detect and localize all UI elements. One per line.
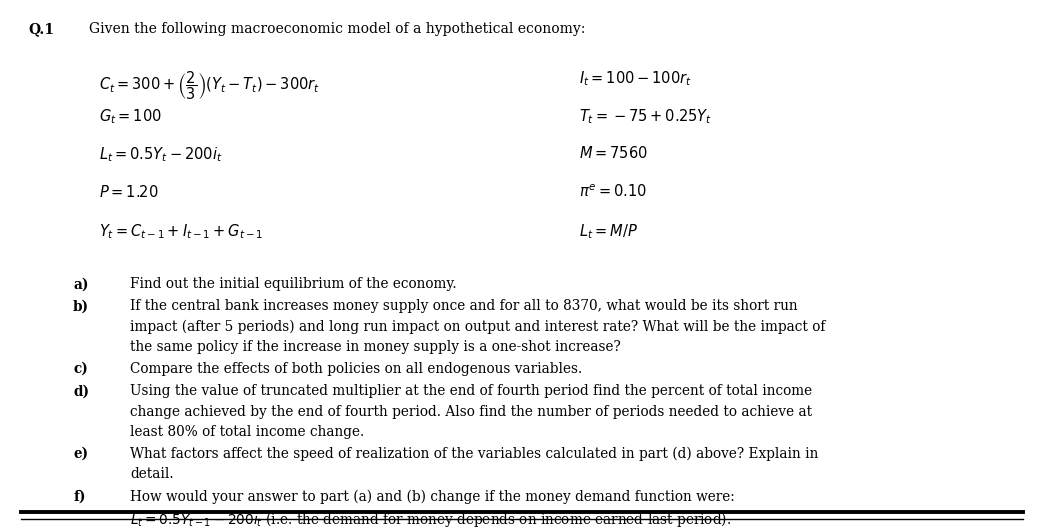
Text: $T_t = -75+0.25Y_t$: $T_t = -75+0.25Y_t$ [579,107,712,126]
Text: least 80% of total income change.: least 80% of total income change. [130,425,364,439]
Text: f): f) [73,490,86,503]
Text: Compare the effects of both policies on all endogenous variables.: Compare the effects of both policies on … [130,362,583,376]
Text: e): e) [73,447,88,461]
Text: $L_t = 0.5Y_{t-1} - 200i_t$ (i.e. the demand for money depends on income earned : $L_t = 0.5Y_{t-1} - 200i_t$ (i.e. the de… [130,510,732,529]
Text: d): d) [73,384,89,398]
Text: $M = 7560$: $M = 7560$ [579,145,648,161]
Text: Q.1: Q.1 [28,22,54,36]
Text: What factors affect the speed of realization of the variables calculated in part: What factors affect the speed of realiza… [130,447,818,461]
Text: $Y_t = C_{t-1}+I_{t-1}+G_{t-1}$: $Y_t = C_{t-1}+I_{t-1}+G_{t-1}$ [99,222,263,241]
Text: How would your answer to part (a) and (b) change if the money demand function we: How would your answer to part (a) and (b… [130,490,735,504]
Text: If the central bank increases money supply once and for all to 8370, what would : If the central bank increases money supp… [130,299,798,313]
Text: Using the value of truncated multiplier at the end of fourth period find the per: Using the value of truncated multiplier … [130,384,812,398]
Text: Find out the initial equilibrium of the economy.: Find out the initial equilibrium of the … [130,277,457,291]
Text: a): a) [73,277,89,291]
Text: impact (after 5 periods) and long run impact on output and interest rate? What w: impact (after 5 periods) and long run im… [130,320,826,334]
Text: $C_t = 300+\left(\dfrac{2}{3}\right)(Y_t-T_t)-300r_t$: $C_t = 300+\left(\dfrac{2}{3}\right)(Y_t… [99,69,321,101]
Text: detail.: detail. [130,467,174,481]
Text: change achieved by the end of fourth period. Also find the number of periods nee: change achieved by the end of fourth per… [130,405,812,418]
Text: $L_t = 0.5Y_t - 200i_t$: $L_t = 0.5Y_t - 200i_t$ [99,145,222,164]
Text: $\pi^e = 0.10$: $\pi^e = 0.10$ [579,184,647,200]
Text: b): b) [73,299,89,313]
Text: $G_t = 100$: $G_t = 100$ [99,107,162,126]
Text: the same policy if the increase in money supply is a one-shot increase?: the same policy if the increase in money… [130,340,621,354]
Text: $P = 1.20$: $P = 1.20$ [99,184,159,200]
Text: $L_t = M/P$: $L_t = M/P$ [579,222,638,241]
Text: Given the following macroeconomic model of a hypothetical economy:: Given the following macroeconomic model … [89,22,585,36]
Text: c): c) [73,362,88,376]
Text: $I_t = 100-100r_t$: $I_t = 100-100r_t$ [579,69,692,88]
